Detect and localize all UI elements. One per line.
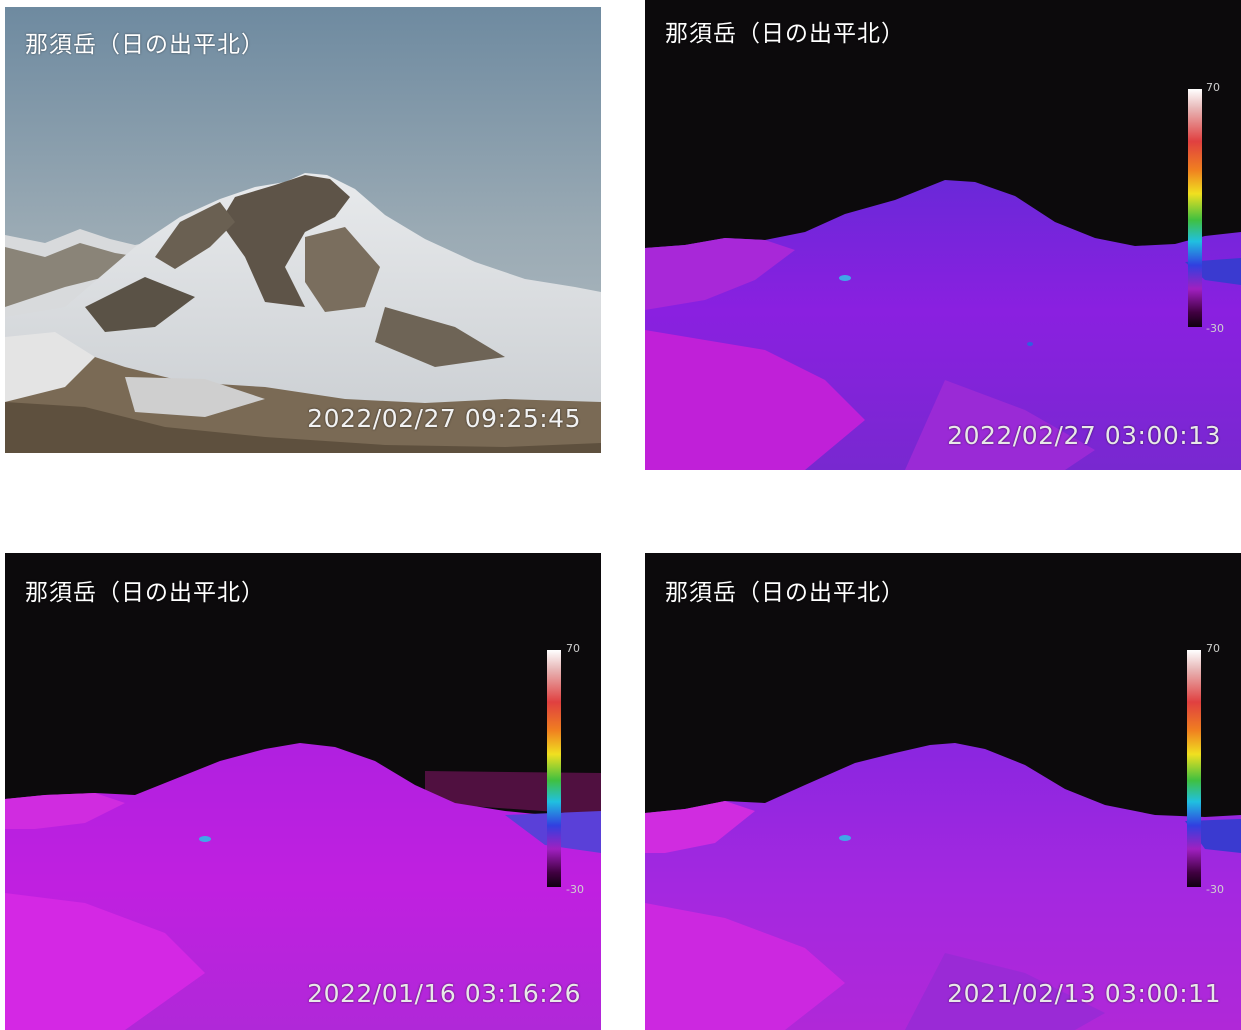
scale-min-label: -30 bbox=[1206, 322, 1224, 335]
scale-min-label: -30 bbox=[1206, 883, 1224, 896]
scale-max-label: 70 bbox=[1206, 642, 1220, 655]
camera-title: 那須岳（日の出平北） bbox=[665, 21, 905, 47]
thermal-mountain-image bbox=[5, 553, 601, 1030]
visible-camera-image: 那須岳（日の出平北） 2022/02/27 09:25:45 bbox=[5, 7, 601, 453]
thermal-camera-image: 那須岳（日の出平北） 70 -30 2022/02/27 03:00:13 bbox=[645, 0, 1241, 470]
temperature-color-scale bbox=[1187, 650, 1201, 887]
timestamp: 2022/02/27 09:25:45 bbox=[307, 404, 581, 433]
thermal-camera-image: 那須岳（日の出平北） 70 -30 2021/02/13 03:00:11 bbox=[645, 553, 1241, 1030]
temperature-color-scale bbox=[547, 650, 561, 887]
temperature-color-scale bbox=[1188, 89, 1202, 327]
thermal-camera-image: 那須岳（日の出平北） 70 -30 2022/01/16 03:16:26 bbox=[5, 553, 601, 1030]
timestamp: 2021/02/13 03:00:11 bbox=[947, 979, 1221, 1008]
camera-title: 那須岳（日の出平北） bbox=[25, 580, 265, 606]
thermal-mountain-image bbox=[645, 553, 1241, 1030]
camera-title: 那須岳（日の出平北） bbox=[665, 580, 905, 606]
timestamp: 2022/01/16 03:16:26 bbox=[307, 979, 581, 1008]
camera-title: 那須岳（日の出平北） bbox=[25, 32, 265, 58]
scale-max-label: 70 bbox=[1206, 81, 1220, 94]
timestamp: 2022/02/27 03:00:13 bbox=[947, 421, 1221, 450]
scale-min-label: -30 bbox=[566, 883, 584, 896]
scale-max-label: 70 bbox=[566, 642, 580, 655]
snowy-mountain-photo bbox=[5, 7, 601, 453]
thermal-mountain-image bbox=[645, 0, 1241, 470]
